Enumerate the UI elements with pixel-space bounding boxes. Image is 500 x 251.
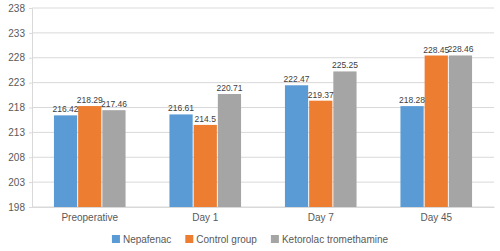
y-tick-label: 238	[8, 3, 25, 14]
x-tick-label: Day 1	[192, 212, 219, 223]
data-label: 225.25	[332, 60, 358, 70]
data-label: 214.5	[195, 114, 217, 124]
y-tick-label: 198	[8, 202, 25, 213]
y-tick-label: 208	[8, 152, 25, 163]
y-tick-label: 233	[8, 28, 25, 39]
bar	[425, 56, 448, 207]
y-tick-label: 213	[8, 127, 25, 138]
grid	[32, 8, 494, 207]
y-tick: 218	[8, 102, 32, 113]
grid-line	[32, 8, 494, 9]
data-label: 216.42	[53, 104, 79, 114]
chart-svg: 198 203 208 213 218 223 228 233 238 Preoperative D…	[0, 0, 500, 251]
data-label: 228.45	[423, 45, 449, 55]
legend: Nepafenac Control group Ketorolac trometha…	[112, 234, 389, 245]
bar	[54, 115, 77, 207]
bar	[169, 114, 192, 207]
bars	[54, 55, 472, 207]
data-label: 218.28	[399, 95, 425, 105]
bar	[78, 106, 101, 207]
x-tick-label: Preoperative	[61, 212, 118, 223]
bar	[449, 55, 472, 207]
y-tick-label: 223	[8, 77, 25, 88]
legend-swatch	[271, 235, 279, 243]
x-tick: Day 45	[420, 212, 452, 223]
y-tick-label: 203	[8, 177, 25, 188]
data-label: 222.47	[284, 74, 310, 84]
y-tick-mark	[29, 157, 32, 158]
x-tick: Day 7	[308, 212, 335, 223]
bar	[400, 106, 423, 207]
y-tick-mark	[29, 108, 32, 109]
y-tick-mark	[29, 83, 32, 84]
data-label: 218.29	[77, 95, 103, 105]
y-tick-mark	[29, 132, 32, 133]
y-tick: 198	[8, 202, 32, 213]
y-tick: 213	[8, 127, 32, 138]
x-axis-line	[33, 207, 495, 208]
bar	[194, 125, 217, 207]
y-tick-mark	[29, 8, 32, 9]
y-tick: 233	[8, 28, 32, 39]
bar	[309, 101, 332, 207]
y-tick-mark	[29, 207, 32, 208]
legend-label: Ketorolac tromethamine	[282, 234, 389, 245]
plot: 198 203 208 213 218 223 228 233 238 Preoperative D…	[8, 3, 494, 223]
x-tick: Preoperative	[61, 212, 118, 223]
y-tick: 223	[8, 77, 32, 88]
legend-swatch	[185, 235, 193, 243]
y-axis-line	[29, 9, 33, 208]
y-tick-mark	[29, 58, 32, 59]
y-tick-mark	[29, 182, 32, 183]
y-tick: 208	[8, 152, 32, 163]
bar	[285, 85, 308, 207]
legend-label: Control group	[196, 234, 257, 245]
y-tick-label: 228	[8, 52, 25, 63]
data-label: 228.46	[447, 44, 473, 54]
x-tick-label: Day 7	[308, 212, 335, 223]
bar	[218, 94, 241, 207]
legend-item: Control group	[185, 234, 257, 245]
bar	[102, 110, 125, 207]
legend-swatch	[112, 235, 120, 243]
data-label: 219.37	[308, 90, 334, 100]
data-labels: 216.42 216.61 222.47 218.28 218.29 214.5 219.3…	[53, 44, 474, 123]
legend-label: Nepafenac	[123, 234, 171, 245]
data-label: 216.61	[168, 103, 194, 113]
legend-item: Ketorolac tromethamine	[271, 234, 389, 245]
legend-item: Nepafenac	[112, 234, 171, 245]
y-tick: 238	[8, 3, 32, 14]
chart-container: 198 203 208 213 218 223 228 233 238 Preoperative D…	[0, 0, 500, 251]
grid-line	[32, 32, 494, 33]
x-axis: Preoperative Day 1 Day 7 Day 45	[33, 208, 495, 224]
y-tick-mark	[29, 33, 32, 34]
data-label: 217.46	[101, 99, 127, 109]
y-axis: 198 203 208 213 218 223 228 233 238	[8, 3, 32, 213]
y-tick: 228	[8, 52, 32, 63]
y-tick: 203	[8, 177, 32, 188]
data-label: 220.71	[216, 83, 242, 93]
bar	[333, 71, 356, 207]
x-tick-label: Day 45	[420, 212, 452, 223]
x-tick: Day 1	[192, 212, 219, 223]
y-tick-label: 218	[8, 102, 25, 113]
